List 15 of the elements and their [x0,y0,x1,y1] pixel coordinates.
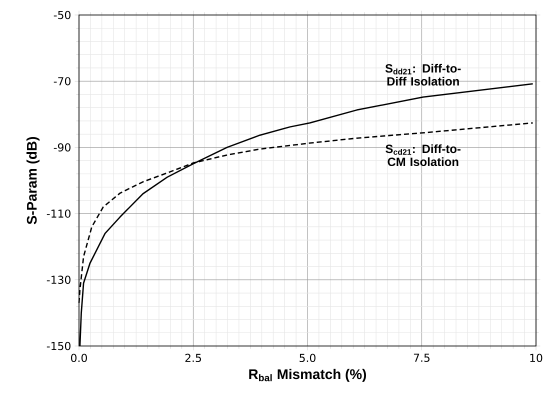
y-axis-title: S-Param (dB) [26,137,40,224]
x-axis-title: R$_{bal}$ Mismatch (%) [249,368,366,382]
y-tick-label: -150 [46,342,70,350]
series-label: S$_{cd21}$: Diff-to-CM Isolation [386,144,461,166]
x-tick-label: 7.5 [414,354,430,362]
series-label: S$_{dd21}$: Diff-to-Diff Isolation [385,64,461,86]
x-tick-label: 0.0 [71,354,87,362]
y-tick-label: -50 [54,10,70,20]
x-tick-label: 5.0 [300,354,316,362]
x-tick-label: 2.5 [185,354,202,362]
y-tick-label: -130 [46,276,70,284]
x-tick-label: 10 [530,354,542,362]
y-tick-label: -110 [46,209,70,218]
y-tick-label: -90 [54,143,70,152]
y-tick-label: -70 [54,77,70,86]
